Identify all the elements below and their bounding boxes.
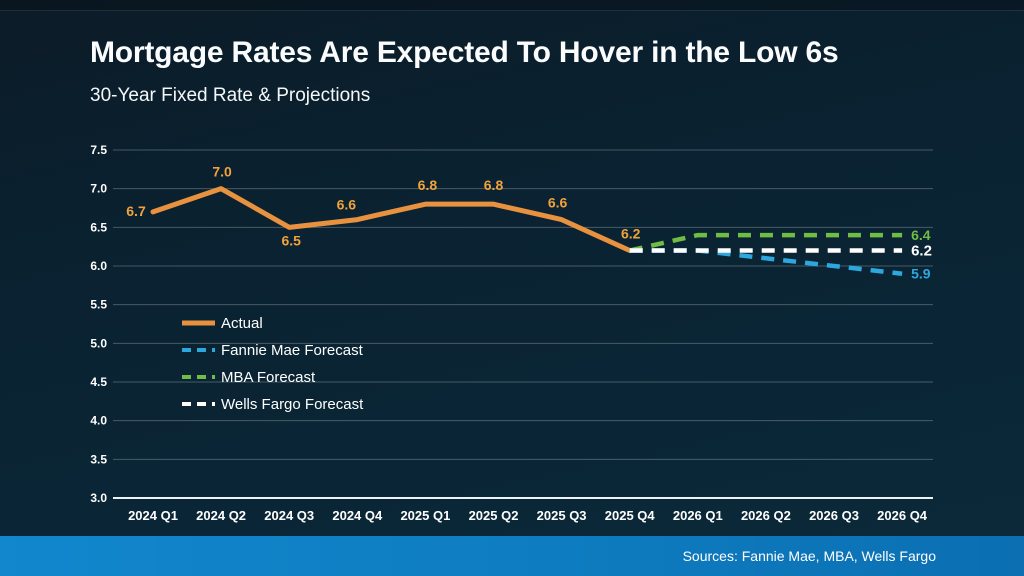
legend-swatch-mba-forecast (182, 375, 215, 379)
data-label: 6.7 (126, 203, 146, 219)
source-band: Sources: Fannie Mae, MBA, Wells Fargo (0, 536, 1024, 576)
series-fannie-mae-forecast-line (629, 248, 903, 276)
y-tick-label: 7.5 (90, 143, 107, 157)
x-tick-label: 2026 Q4 (877, 508, 928, 523)
legend-swatch-actual (182, 320, 215, 326)
series-end-label-wells-fargo-forecast: 6.2 (911, 243, 932, 260)
data-label: 6.6 (548, 195, 568, 211)
x-tick-label: 2025 Q4 (605, 508, 656, 523)
y-tick-label: 3.5 (90, 452, 107, 466)
series-actual-line (150, 186, 633, 254)
y-tick-label: 5.5 (90, 298, 107, 312)
legend-item-mba-forecast: MBA Forecast (181, 366, 363, 388)
legend-label: Actual (221, 314, 263, 332)
x-tick-label: 2026 Q1 (673, 508, 723, 523)
data-label: 6.5 (281, 232, 301, 248)
x-tick-label: 2026 Q2 (741, 508, 791, 523)
y-tick-label: 4.5 (90, 375, 107, 389)
x-tick-label: 2024 Q4 (332, 508, 383, 523)
data-label: 6.6 (337, 197, 357, 213)
x-tick-label: 2025 Q1 (400, 508, 450, 523)
source-note: Sources: Fannie Mae, MBA, Wells Fargo (682, 548, 936, 564)
x-tick-label: 2025 Q2 (469, 508, 519, 523)
y-tick-label: 4.0 (90, 414, 107, 428)
y-tick-label: 6.5 (90, 220, 107, 234)
y-tick-label: 3.0 (90, 491, 107, 505)
legend-item-wells-fargo-forecast: Wells Fargo Forecast (181, 393, 363, 415)
page-title: Mortgage Rates Are Expected To Hover in … (90, 36, 839, 69)
top-edge-strip (0, 0, 1024, 11)
legend-swatch-fannie-mae-forecast (182, 348, 215, 352)
series-end-label-fannie-mae-forecast: 5.9 (911, 266, 931, 282)
chart-legend: Actual Fannie Mae Forecast MBA Forecast Wel… (181, 312, 363, 415)
y-tick-label: 7.0 (90, 182, 107, 196)
legend-item-actual: Actual (181, 312, 363, 334)
x-tick-label: 2026 Q3 (809, 508, 859, 523)
x-tick-label: 2024 Q2 (196, 508, 246, 523)
x-tick-label: 2024 Q1 (128, 508, 178, 523)
data-label: 6.8 (484, 177, 504, 193)
data-label: 6.2 (621, 226, 641, 242)
series-end-label-mba-forecast: 6.4 (911, 227, 931, 243)
x-tick-label: 2025 Q3 (537, 508, 587, 523)
legend-item-fannie-mae-forecast: Fannie Mae Forecast (181, 339, 363, 361)
data-label: 6.8 (418, 177, 438, 193)
legend-swatch-wells-fargo-forecast (182, 402, 215, 406)
page-subtitle: 30-Year Fixed Rate & Projections (90, 85, 371, 106)
legend-label: MBA Forecast (221, 368, 316, 386)
x-tick-label: 2024 Q3 (264, 508, 314, 523)
legend-label: Wells Fargo Forecast (221, 395, 364, 413)
data-label: 7.0 (212, 164, 232, 180)
y-tick-label: 6.0 (90, 259, 107, 273)
y-tick-label: 5.0 (90, 336, 107, 350)
legend-label: Fannie Mae Forecast (221, 341, 363, 359)
series-mba-forecast-line (629, 232, 903, 253)
